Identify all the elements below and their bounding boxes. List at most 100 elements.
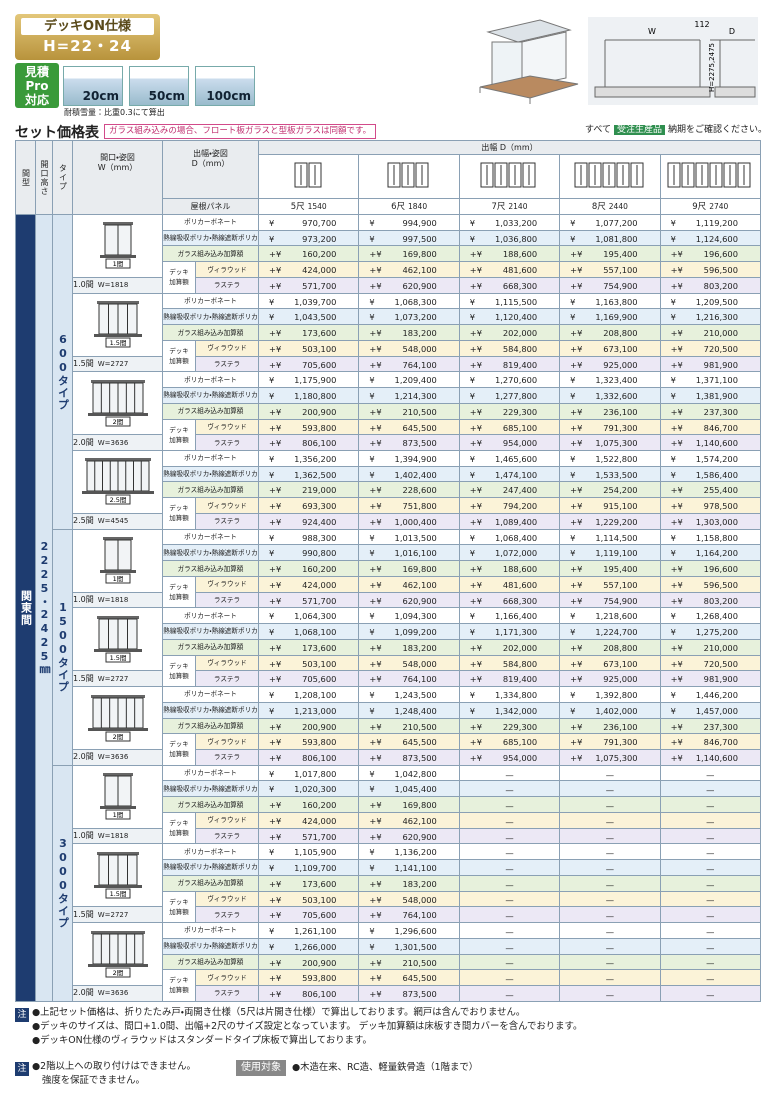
price: 1,124,600 (695, 233, 738, 244)
price-cell: ¥1,574,200 (659, 450, 761, 467)
price: 183,200 (402, 642, 437, 653)
price-cell: +¥ 210,000 (659, 324, 761, 341)
price-cell: — (659, 922, 761, 939)
price-row: 2間 ポリカーボネート ¥1,175,900 ¥1,209,400 ¥1,270,600… (16, 371, 761, 436)
prefix: +¥ (369, 878, 382, 889)
ken-cell: 1.0間 W=1818 (72, 276, 163, 294)
prefix: ¥ (369, 454, 375, 465)
price: 195,400 (603, 249, 638, 260)
prefix: ¥ (369, 218, 375, 228)
price-cell: ¥1,115,500 (458, 292, 561, 310)
price: 584,800 (502, 343, 538, 354)
price: 1,266,000 (294, 941, 337, 952)
prefix: ¥ (670, 611, 676, 622)
price-cell: +¥ 645,500 (358, 969, 460, 986)
fig-label-box (105, 967, 130, 978)
deck-text: 加算額 (169, 907, 189, 916)
price-cell: +¥ 1,140,600 (659, 748, 761, 766)
prefix: +¥ (369, 485, 382, 496)
head-maguchi: 間口・姿図 W（mm） (72, 140, 163, 215)
price-cell: — (559, 811, 661, 829)
price-cell: ¥1,072,000 (458, 544, 561, 562)
price: 1,175,900 (294, 375, 337, 386)
prefix: +¥ (269, 280, 282, 291)
price-row: 3000タイプ 1間 ポリカーボネート ¥1,017,800 ¥1,042,800— — — (16, 764, 761, 1002)
prefix: +¥ (269, 642, 282, 653)
price-cell: ¥1,266,000 (257, 937, 360, 955)
price-cell: +¥ 210,000 (659, 638, 761, 656)
deck-text: 加算額 (169, 671, 189, 680)
price: 620,900 (402, 831, 437, 842)
figure-cell: 2間 (72, 371, 163, 436)
price: 557,100 (603, 265, 638, 276)
type-name: 1500タイプ (52, 528, 73, 766)
price-row: 1500タイプ 1間 ポリカーボネート ¥988,300 ¥1,013,500 ¥1,06… (16, 528, 761, 766)
door-icon (387, 162, 429, 188)
row-label: 熱線吸収ポリカ・熱線遮断ポリカ (162, 859, 259, 876)
fig-label: 1.5間 (109, 339, 126, 347)
enclosure-figure: 2間 (87, 379, 148, 427)
price-cell: ¥1,248,400 (358, 701, 460, 719)
prefix: +¥ (570, 485, 583, 496)
dash: — (505, 895, 514, 906)
dash: — (505, 989, 514, 1000)
fig-label-box (105, 652, 130, 663)
prefix: ¥ (269, 627, 275, 638)
dash: — (505, 848, 514, 859)
prefix: +¥ (369, 249, 382, 260)
prefix: +¥ (369, 516, 382, 527)
price-cell: +¥ 720,500 (659, 339, 761, 357)
price-cell: ¥1,296,600 (358, 922, 460, 939)
dash: — (505, 769, 514, 780)
price-cell: +¥ 668,300 (458, 276, 561, 294)
price-cell: ¥1,457,000 (659, 701, 761, 719)
prefix: ¥ (369, 926, 375, 937)
prefix: +¥ (670, 752, 683, 763)
prefix: ¥ (269, 690, 275, 701)
prefix: ¥ (269, 233, 275, 244)
dash: — (605, 801, 615, 812)
price-cell: ¥1,109,700 (257, 859, 360, 876)
prefix: ¥ (369, 690, 375, 701)
price-cell: +¥ 169,800 (358, 560, 460, 577)
price-cell: +¥ 1,089,400 (458, 512, 561, 530)
prefix: ¥ (570, 690, 576, 701)
prefix: +¥ (469, 658, 483, 669)
fig-roof (90, 379, 145, 383)
price: 1,068,300 (394, 296, 437, 307)
price-cell: — (659, 984, 761, 1002)
avail-post: 納期をご確認ください。 (668, 125, 768, 135)
price-cell: +¥ 208,800 (559, 324, 661, 341)
deck-text: 加算額 (169, 750, 189, 759)
row-label: ガラス組み込み加算額 (162, 481, 259, 499)
prefix: ¥ (369, 532, 375, 543)
price: 200,900 (302, 721, 337, 732)
price: 173,600 (302, 642, 337, 653)
fig-label-box (105, 416, 130, 427)
price-cell: +¥ 596,500 (659, 575, 761, 593)
price-cell: +¥ 764,100 (358, 355, 460, 373)
price: 1,342,000 (494, 705, 538, 716)
price-cell: +¥ 557,100 (559, 261, 661, 278)
price: 1,081,800 (595, 233, 638, 244)
price-cell: ¥1,016,100 (358, 544, 460, 562)
deck-label: デッキ 加算額 (162, 339, 196, 373)
ken: 2.0間 (73, 988, 94, 998)
usage-text: ●木造在来、RC造、軽量鉄骨造（1階まで） (292, 1062, 479, 1073)
price-cell: ¥1,270,600 (458, 371, 561, 389)
price: 503,100 (302, 894, 337, 905)
fig-label: 2間 (112, 733, 123, 741)
fig-label-box (105, 731, 130, 741)
fig-roof (90, 930, 145, 934)
price-row: 2.0間 W=3636 ラステラ +¥ 806,100 +¥ 873,500 — — — (16, 984, 761, 1002)
fig-label-box (105, 809, 130, 820)
price-row: ガラス組み込み加算額 +¥ 200,900 +¥ 210,500 — — — (16, 953, 761, 971)
dim-d: D (729, 27, 735, 36)
price: 1,105,900 (294, 847, 337, 858)
figure-cell: 2.5間 (72, 450, 163, 514)
price-cell: +¥ 1,140,600 (659, 434, 761, 452)
price: 1,303,000 (695, 516, 738, 527)
figure-cell: 1.5間 (72, 292, 163, 357)
prefix: ¥ (570, 548, 576, 559)
price-cell: +¥ 183,200 (358, 638, 460, 656)
